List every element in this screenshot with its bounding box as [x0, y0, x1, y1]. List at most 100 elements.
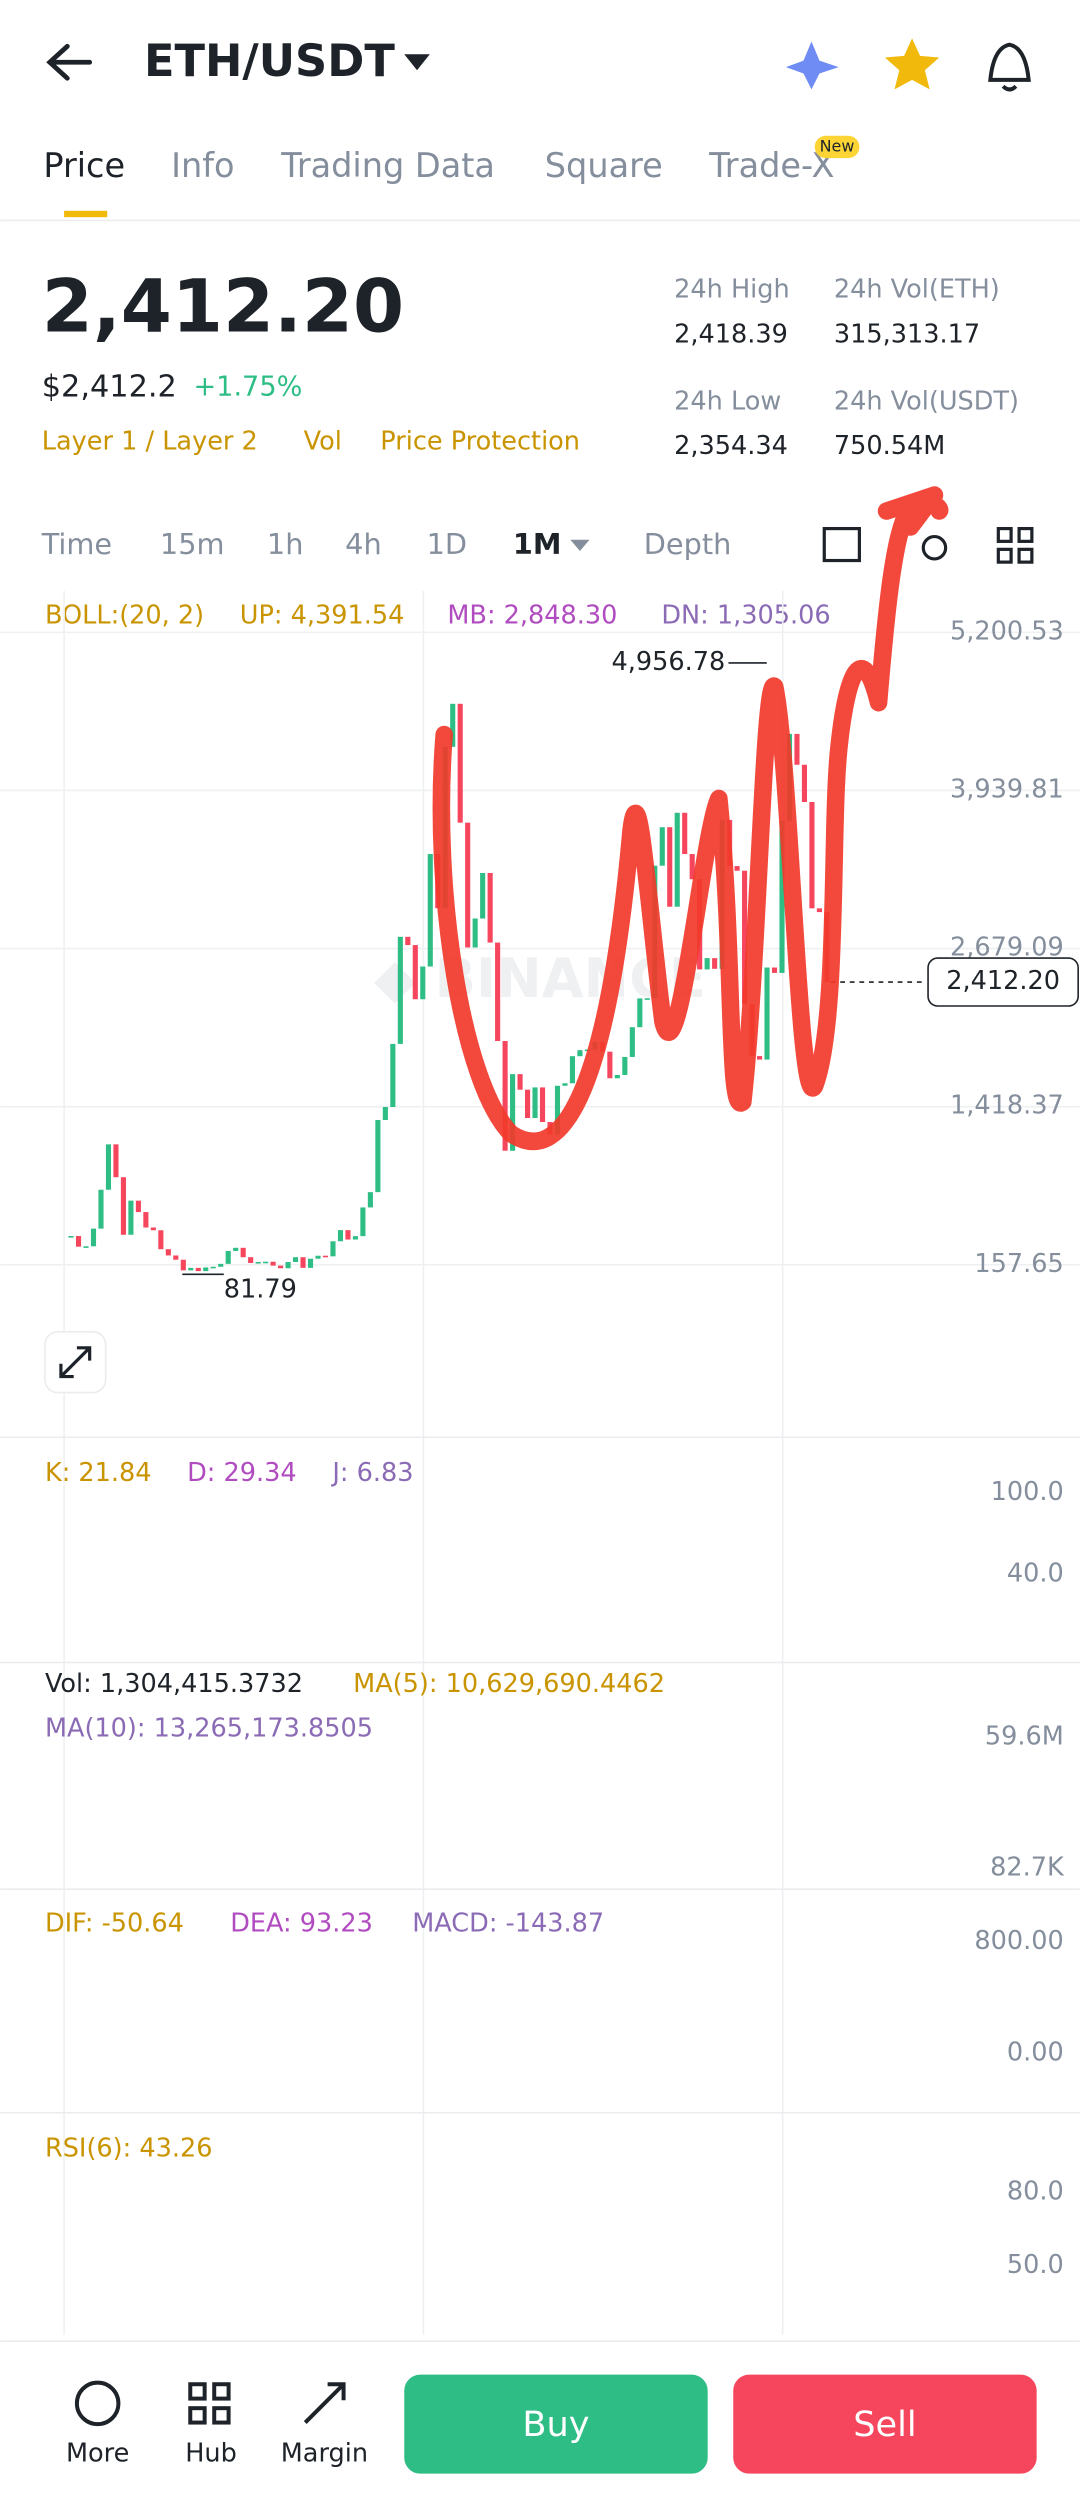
candle	[682, 812, 688, 855]
candle	[532, 1087, 538, 1119]
candle	[801, 764, 808, 802]
sell-label[interactable]: Sell	[853, 2404, 916, 2445]
interval[interactable]: Time	[41, 527, 112, 561]
new-badge-bg	[814, 135, 860, 159]
panel-legend: D: 29.34	[187, 1458, 297, 1488]
tool-label[interactable]: Margin	[281, 2438, 368, 2468]
candle	[779, 820, 785, 973]
candle	[756, 1056, 763, 1060]
chart-settings-icon[interactable]	[822, 526, 861, 563]
candle	[809, 801, 815, 909]
candle	[135, 1200, 141, 1213]
pair-dropdown[interactable]	[404, 54, 430, 71]
candle	[794, 733, 800, 765]
candle	[629, 1027, 635, 1057]
candle	[607, 1051, 613, 1079]
candle	[517, 1074, 523, 1090]
candle	[307, 1258, 314, 1268]
panel-tick-label: 59.6M	[985, 1721, 1064, 1751]
y-tick-label: 1,418.37	[950, 1091, 1064, 1121]
candle	[195, 1267, 201, 1272]
candle	[450, 703, 456, 747]
tab[interactable]: Trade-X	[708, 146, 834, 185]
hand-drawn-annotation	[432, 486, 949, 1151]
candle	[330, 1241, 336, 1257]
candle	[240, 1247, 246, 1258]
panel-legend: MA(5): 10,629,690.4462	[353, 1669, 665, 1699]
candle	[218, 1263, 224, 1267]
panel-tick-label: 800.00	[974, 1926, 1063, 1956]
price-change: +1.75%	[193, 372, 302, 403]
candle	[524, 1089, 531, 1119]
candle	[83, 1246, 89, 1248]
y-tick-label: 157.65	[974, 1249, 1063, 1279]
candle	[487, 872, 493, 943]
panel-legend: MACD: -143.87	[412, 1908, 604, 1938]
stat-label: 24h Low	[674, 386, 781, 416]
panel-legend: MA(10): 13,265,173.8505	[45, 1713, 373, 1743]
pair-title[interactable]: ETH/USDT	[144, 34, 395, 87]
candle	[397, 936, 403, 1044]
panel-legend: Vol: 1,304,415.3732	[45, 1669, 303, 1699]
interval-dropdown[interactable]	[570, 539, 590, 551]
tab[interactable]: Trading Data	[280, 146, 495, 185]
candle	[345, 1230, 351, 1240]
candle	[562, 1083, 568, 1086]
candle	[255, 1261, 261, 1264]
candle	[539, 1087, 546, 1123]
notification-bell[interactable]	[988, 42, 1031, 92]
buy-label[interactable]: Buy	[522, 2404, 589, 2445]
more-icon[interactable]	[74, 2380, 121, 2427]
interval[interactable]: 1h	[267, 527, 304, 561]
buy-button[interactable]	[404, 2374, 708, 2474]
tag[interactable]: Price Protection	[380, 426, 580, 456]
tag[interactable]: Vol	[304, 426, 342, 456]
tab[interactable]: Info	[171, 146, 234, 185]
candle	[382, 1106, 388, 1121]
tool-label[interactable]: Hub	[185, 2438, 237, 2468]
fiat-price: $2,412.2	[42, 370, 177, 405]
back-button[interactable]	[46, 43, 93, 81]
low-label: 81.79	[224, 1274, 297, 1304]
candle	[554, 1085, 561, 1135]
candle	[210, 1266, 216, 1269]
candle	[465, 822, 471, 948]
tab[interactable]: Price	[43, 146, 125, 185]
indicator-icon[interactable]	[921, 534, 948, 561]
favorite-star[interactable]	[884, 38, 940, 90]
panel-tick-label: 100.0	[991, 1477, 1064, 1507]
candle	[412, 945, 418, 1000]
candle	[667, 827, 673, 907]
candle	[674, 812, 680, 907]
tag[interactable]: Layer 1 / Layer 2	[42, 426, 258, 456]
candle	[577, 1050, 583, 1057]
candle	[300, 1257, 306, 1268]
tab[interactable]: Square	[545, 146, 663, 185]
candle	[68, 1236, 74, 1238]
interval[interactable]: Depth	[644, 527, 732, 561]
interval[interactable]: 1M	[513, 527, 562, 561]
candle	[689, 854, 695, 880]
stat-value: 2,418.39	[674, 319, 788, 349]
tool-label[interactable]: More	[66, 2438, 129, 2468]
sell-button[interactable]	[733, 2374, 1037, 2474]
candle	[233, 1247, 239, 1251]
ai-icon[interactable]	[785, 41, 839, 90]
interval[interactable]: 15m	[160, 527, 225, 561]
candle	[105, 1144, 112, 1190]
candle	[472, 918, 478, 948]
candle	[420, 966, 426, 1000]
candle	[225, 1250, 231, 1264]
layout-icon[interactable]	[996, 526, 1034, 564]
panel-legend: DIF: -50.64	[45, 1908, 184, 1938]
panel-legend: RSI(6): 43.26	[45, 2133, 213, 2163]
interval[interactable]: 1D	[427, 527, 467, 561]
candle	[173, 1255, 179, 1260]
new-badge: New	[820, 136, 855, 155]
interval[interactable]: 4h	[345, 527, 382, 561]
candle	[180, 1259, 186, 1271]
margin-icon[interactable]	[303, 2382, 346, 2424]
high-label: 4,956.78	[611, 647, 725, 677]
hub-icon[interactable]	[188, 2382, 231, 2425]
